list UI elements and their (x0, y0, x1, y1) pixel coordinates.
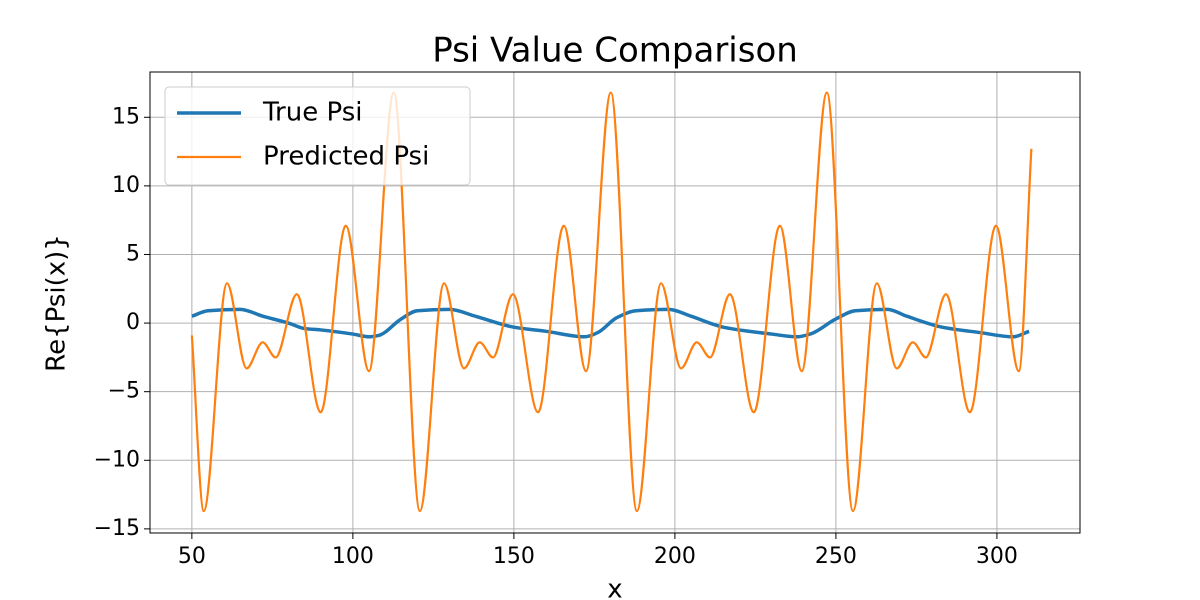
y-tick-label: 15 (112, 104, 140, 129)
legend-label: True Psi (262, 98, 362, 128)
line-series (190, 91, 1033, 513)
y-tick-label: −5 (108, 379, 140, 404)
x-tick-label: 200 (654, 544, 696, 569)
x-tick-label: 250 (815, 544, 857, 569)
y-tick-label: −10 (94, 447, 140, 472)
y-axis-label: Re{Psi(x)} (42, 234, 72, 372)
y-tick-label: 10 (112, 173, 140, 198)
legend-label: Predicted Psi (263, 142, 429, 172)
x-tick-label: 100 (332, 544, 374, 569)
chart-title: Psi Value Comparison (432, 31, 798, 71)
plot-frame (149, 71, 1081, 534)
x-tick-label: 50 (178, 544, 206, 569)
y-tick-label: 0 (126, 310, 140, 335)
x-tick-label: 300 (976, 544, 1018, 569)
y-tick-label: 5 (126, 241, 140, 266)
y-tick-label: −15 (94, 516, 140, 541)
x-axis-label: x (607, 575, 622, 600)
legend-box (164, 86, 471, 186)
x-tick-label: 150 (493, 544, 535, 569)
